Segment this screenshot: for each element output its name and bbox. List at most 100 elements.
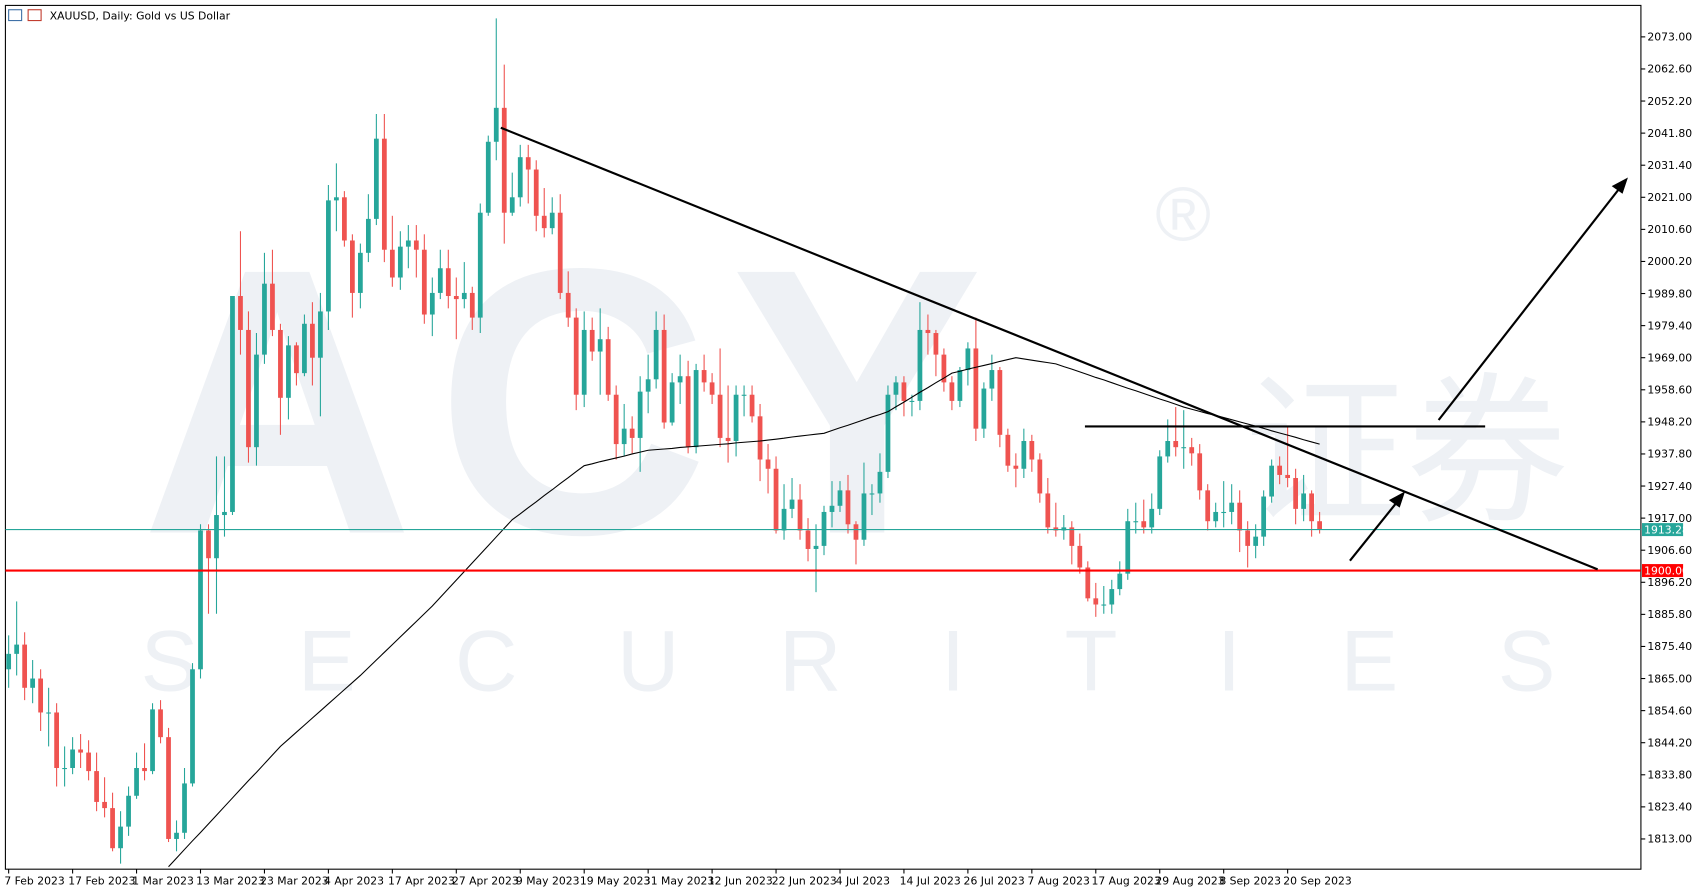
- candle-body: [150, 709, 155, 772]
- candle-body: [126, 795, 131, 827]
- y-tick-label: 1854.60: [1647, 704, 1692, 717]
- candle-body: [661, 329, 667, 423]
- candle-body: [525, 157, 531, 170]
- plot-frame: [4, 4, 1642, 870]
- candle-body: [1133, 521, 1139, 523]
- candle-body: [342, 197, 347, 241]
- candle-body: [381, 138, 387, 250]
- candle-body: [869, 493, 875, 495]
- x-tick-label: 4 Apr 2023: [324, 874, 384, 887]
- candle-body: [246, 329, 251, 448]
- candle-body: [589, 329, 595, 352]
- x-tick-label: 8 Sep 2023: [1219, 874, 1281, 887]
- candle-body: [1093, 598, 1099, 605]
- candle-body: [86, 752, 91, 772]
- candle-body: [701, 370, 707, 383]
- x-tick-label: 7 Feb 2023: [4, 874, 65, 887]
- candle-body: [757, 416, 763, 460]
- candle-body: [717, 394, 723, 438]
- candle-body: [1317, 521, 1322, 530]
- candle-body: [893, 382, 899, 395]
- candle-body: [1037, 459, 1043, 494]
- x-tick-label: 17 Apr 2023: [388, 874, 455, 887]
- candle-body: [573, 317, 579, 395]
- candle-body: [1117, 573, 1123, 590]
- candle-body: [1053, 527, 1059, 531]
- candle-body: [613, 394, 619, 445]
- candle-body: [1045, 493, 1051, 528]
- watermark-tagline: SECURITIES: [141, 614, 1655, 710]
- y-tick-label: 1896.20: [1647, 576, 1692, 589]
- candle-body: [1085, 567, 1091, 599]
- candle-body: [917, 329, 923, 401]
- candle-body: [6, 653, 12, 670]
- candle-body: [30, 678, 36, 688]
- candle-body: [350, 240, 355, 293]
- candle-body: [509, 197, 515, 213]
- y-tick-label: 2010.60: [1647, 223, 1692, 236]
- candle-body: [1181, 447, 1187, 449]
- candle-body: [973, 348, 979, 429]
- price-label: 1900.00: [1644, 564, 1689, 577]
- x-tick-label: 29 Aug 2023: [1155, 874, 1224, 887]
- candle-body: [1077, 545, 1083, 568]
- candle-body: [773, 468, 779, 531]
- candle-body: [733, 394, 739, 442]
- candle-body: [238, 296, 243, 330]
- candle-body: [781, 508, 787, 531]
- x-tick-label: 22 Jun 2023: [772, 874, 837, 887]
- candle-body: [182, 783, 187, 833]
- arrow: [1437, 186, 1622, 421]
- candle-body: [405, 240, 411, 247]
- x-tick-label: 31 May 2023: [644, 874, 715, 887]
- candle-body: [445, 268, 451, 297]
- candle-body: [1301, 493, 1307, 509]
- candle-body: [653, 329, 659, 380]
- candle-body: [997, 370, 1003, 435]
- candle-body: [885, 394, 891, 472]
- candle-body: [597, 339, 603, 352]
- moving-average: [168, 357, 1320, 868]
- candle-body: [142, 768, 147, 772]
- candle-body: [853, 524, 859, 540]
- candle-body: [925, 329, 931, 334]
- y-tick-label: 2062.60: [1647, 63, 1692, 76]
- x-tick-label: 9 May 2023: [516, 874, 580, 887]
- icon: [27, 9, 42, 22]
- candles: [6, 18, 1322, 864]
- candle-body: [254, 354, 259, 448]
- candle-body: [1277, 465, 1283, 475]
- arrow-head: [1611, 177, 1628, 194]
- axes: 2073.00 2062.60 2052.20 2041.80 2031.40 2021.…: [4, 31, 1692, 888]
- candle-body: [318, 311, 323, 358]
- candle-body: [214, 515, 219, 559]
- candle-body: [190, 669, 195, 784]
- candle-body: [310, 323, 315, 358]
- candle-body: [22, 644, 28, 688]
- icon: [8, 9, 23, 22]
- candle-body: [1197, 453, 1203, 491]
- candle-body: [1253, 536, 1259, 546]
- y-tick-label: 1865.00: [1647, 672, 1692, 685]
- x-tick-label: 14 Jul 2023: [900, 874, 961, 887]
- candle-body: [1245, 530, 1251, 546]
- arrow: [1349, 499, 1400, 562]
- candle-body: [669, 382, 675, 423]
- candle-body: [797, 499, 803, 531]
- candle-body: [829, 505, 835, 512]
- x-tick-label: 19 May 2023: [580, 874, 651, 887]
- candle-body: [749, 394, 755, 417]
- candle-body: [1021, 441, 1027, 469]
- candle-body: [1005, 434, 1011, 466]
- x-tick-label: 1 Mar 2023: [132, 874, 194, 887]
- candle-body: [981, 388, 987, 429]
- candle-body: [709, 382, 715, 395]
- candle-body: [605, 339, 611, 395]
- candle-body: [1149, 508, 1155, 528]
- candle-body: [477, 212, 483, 318]
- price-label-box: [1641, 523, 1684, 537]
- candle-body: [302, 323, 307, 374]
- x-tick-label: 7 Aug 2023: [1028, 874, 1090, 887]
- candle-body: [222, 511, 227, 516]
- candle-body: [102, 801, 107, 809]
